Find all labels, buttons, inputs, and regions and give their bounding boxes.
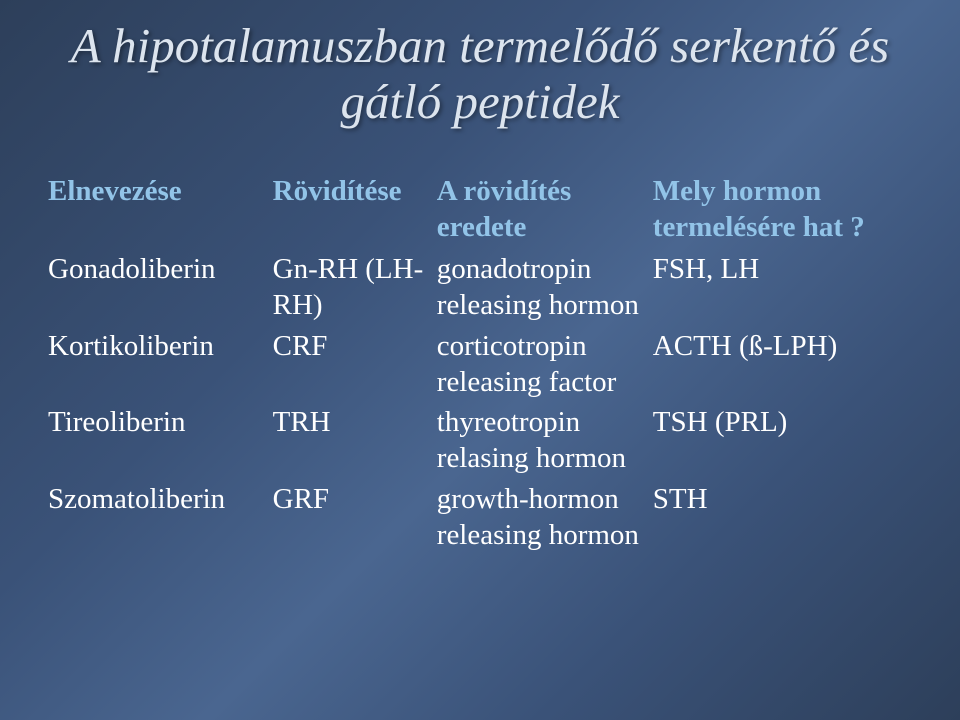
- cell-origin: growth-hormon releasing hormon: [437, 481, 653, 558]
- cell-abbr: CRF: [273, 328, 437, 405]
- table-row: Gonadoliberin Gn-RH (LH-RH) gonadotropin…: [48, 251, 912, 328]
- cell-effect: ACTH (ß-LPH): [653, 328, 912, 405]
- table-row: Szomatoliberin GRF growth-hormon releasi…: [48, 481, 912, 558]
- cell-name: Gonadoliberin: [48, 251, 273, 328]
- peptide-table: Elnevezése Rövidítése A rövidítés eredet…: [48, 173, 912, 558]
- header-name: Elnevezése: [48, 173, 273, 252]
- cell-abbr: Gn-RH (LH-RH): [273, 251, 437, 328]
- cell-effect: FSH, LH: [653, 251, 912, 328]
- cell-effect: STH: [653, 481, 912, 558]
- cell-abbr: GRF: [273, 481, 437, 558]
- slide-title: A hipotalamuszban termelődő serkentő és …: [48, 18, 912, 131]
- cell-origin: gonadotropin releasing hormon: [437, 251, 653, 328]
- header-effect: Mely hormon termelésére hat ?: [653, 173, 912, 252]
- cell-name: Tireoliberin: [48, 404, 273, 481]
- cell-effect: TSH (PRL): [653, 404, 912, 481]
- table-row: Tireoliberin TRH thyreotropin relasing h…: [48, 404, 912, 481]
- header-origin: A rövidítés eredete: [437, 173, 653, 252]
- header-abbr: Rövidítése: [273, 173, 437, 252]
- cell-abbr: TRH: [273, 404, 437, 481]
- cell-origin: corticotropin releasing factor: [437, 328, 653, 405]
- table-header-row: Elnevezése Rövidítése A rövidítés eredet…: [48, 173, 912, 252]
- cell-origin: thyreotropin relasing hormon: [437, 404, 653, 481]
- cell-name: Kortikoliberin: [48, 328, 273, 405]
- table-row: Kortikoliberin CRF corticotropin releasi…: [48, 328, 912, 405]
- cell-name: Szomatoliberin: [48, 481, 273, 558]
